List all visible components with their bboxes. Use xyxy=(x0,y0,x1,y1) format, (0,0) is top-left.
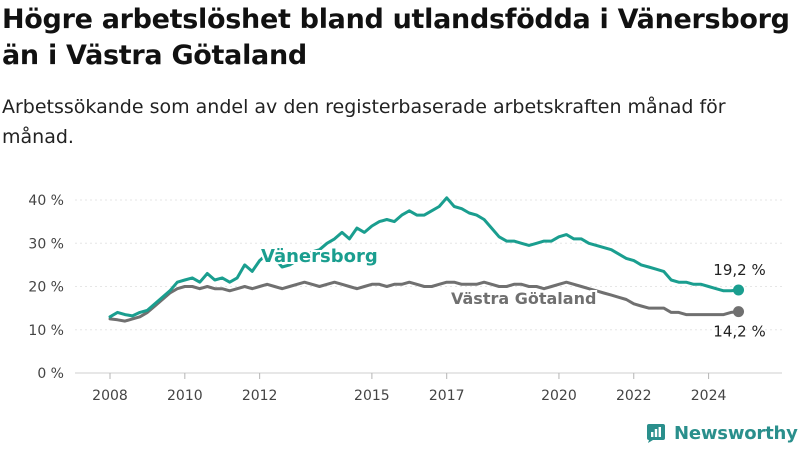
newsworthy-brand: Newsworthy xyxy=(645,419,798,447)
y-tick-label: 30 % xyxy=(28,236,64,252)
vastra-gotaland-end-label: 14,2 % xyxy=(713,323,765,341)
x-tick-label: 2017 xyxy=(429,388,465,404)
x-tick-label: 2008 xyxy=(92,388,128,404)
y-tick-label: 40 % xyxy=(28,193,64,209)
y-tick-label: 10 % xyxy=(28,323,64,339)
vastra-gotaland-line xyxy=(108,280,740,323)
vanersborg-series-label: Vänersborg xyxy=(261,246,378,267)
vastra-gotaland-series-label: Västra Götaland xyxy=(451,289,596,308)
vanersborg-end-label: 19,2 % xyxy=(713,261,765,279)
chart-subtitle: Arbetssökande som andel av den registerb… xyxy=(2,96,726,148)
y-tick-label: 20 % xyxy=(28,280,64,296)
vanersborg-line xyxy=(108,196,740,319)
x-tick-label: 2020 xyxy=(541,388,577,404)
x-tick-label: 2015 xyxy=(354,388,390,404)
chart-title: Högre arbetslöshet bland utlandsfödda i … xyxy=(2,4,790,71)
y-tick-label: 0 % xyxy=(37,366,64,382)
x-tick-label: 2022 xyxy=(616,388,652,404)
brand-name: Newsworthy xyxy=(674,422,798,444)
x-tick-label: 2024 xyxy=(691,388,727,404)
vastra-gotaland-end-dot xyxy=(733,306,745,318)
x-tick-label: 2010 xyxy=(167,388,203,404)
x-tick-label: 2012 xyxy=(242,388,278,404)
vanersborg-end-dot xyxy=(733,284,745,296)
newsworthy-logo-icon xyxy=(647,424,665,443)
